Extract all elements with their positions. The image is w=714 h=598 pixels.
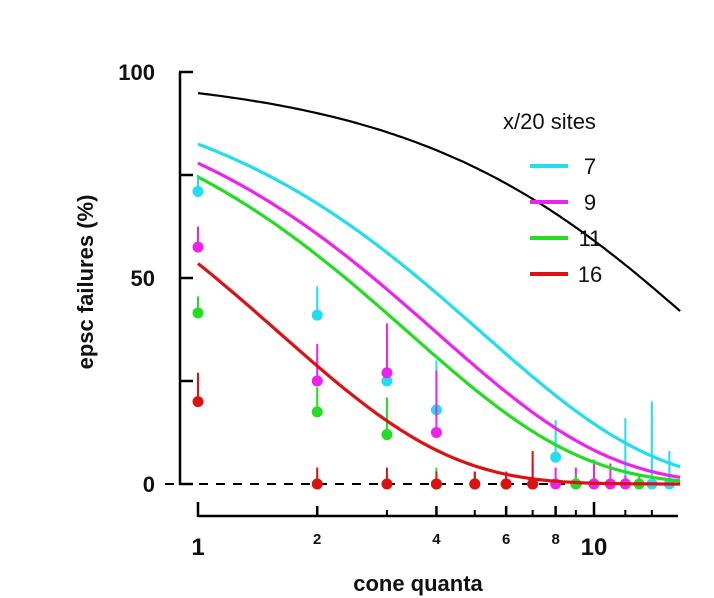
data-point <box>192 241 204 253</box>
fit-curve <box>197 262 681 486</box>
legend-entry-label: 9 <box>584 190 596 215</box>
data-point <box>527 478 539 490</box>
x-axis-title: cone quanta <box>353 571 483 596</box>
legend: x/20 sites 7 9 11 16 <box>503 109 602 287</box>
data-point <box>500 478 512 490</box>
x-tick-label: 8 <box>551 531 559 548</box>
data-point <box>192 396 204 408</box>
fit-curve <box>197 161 681 479</box>
data-point <box>311 375 323 387</box>
data-point <box>381 375 393 387</box>
y-axis-title: epsc failures (%) <box>73 195 98 370</box>
data-point <box>381 429 393 441</box>
data-point <box>192 307 204 319</box>
x-tick-label: 1 <box>191 534 204 561</box>
data-point <box>192 185 204 197</box>
x-tick-label: 2 <box>313 531 321 548</box>
data-point <box>311 309 323 321</box>
data-point <box>381 367 393 379</box>
x-tick-label: 4 <box>432 531 441 548</box>
data-point <box>430 478 442 490</box>
data-point <box>469 478 481 490</box>
legend-entry-label: 7 <box>584 154 596 179</box>
data-point <box>311 406 323 418</box>
series-9 <box>192 161 681 490</box>
data-point <box>381 478 393 490</box>
legend-entry-label: 16 <box>578 262 602 287</box>
reference-curve <box>197 92 681 312</box>
axes-layer: 0 50 100 1 2 4 6 8 10 <box>118 60 678 561</box>
fit-curve <box>197 142 681 469</box>
series-16 <box>192 262 681 490</box>
fit-curve <box>197 175 681 483</box>
reference-curve-layer <box>197 92 681 312</box>
data-point <box>550 451 562 463</box>
x-tick-label: 10 <box>581 534 608 561</box>
series-layer <box>192 142 681 490</box>
y-tick-label: 0 <box>143 472 155 497</box>
y-tick-label: 50 <box>131 266 155 291</box>
x-tick-label: 6 <box>502 531 510 548</box>
data-point <box>311 478 323 490</box>
legend-entry-label: 11 <box>579 226 602 251</box>
legend-title: x/20 sites <box>503 109 596 134</box>
data-point <box>430 427 442 438</box>
y-tick-label: 100 <box>118 60 155 85</box>
